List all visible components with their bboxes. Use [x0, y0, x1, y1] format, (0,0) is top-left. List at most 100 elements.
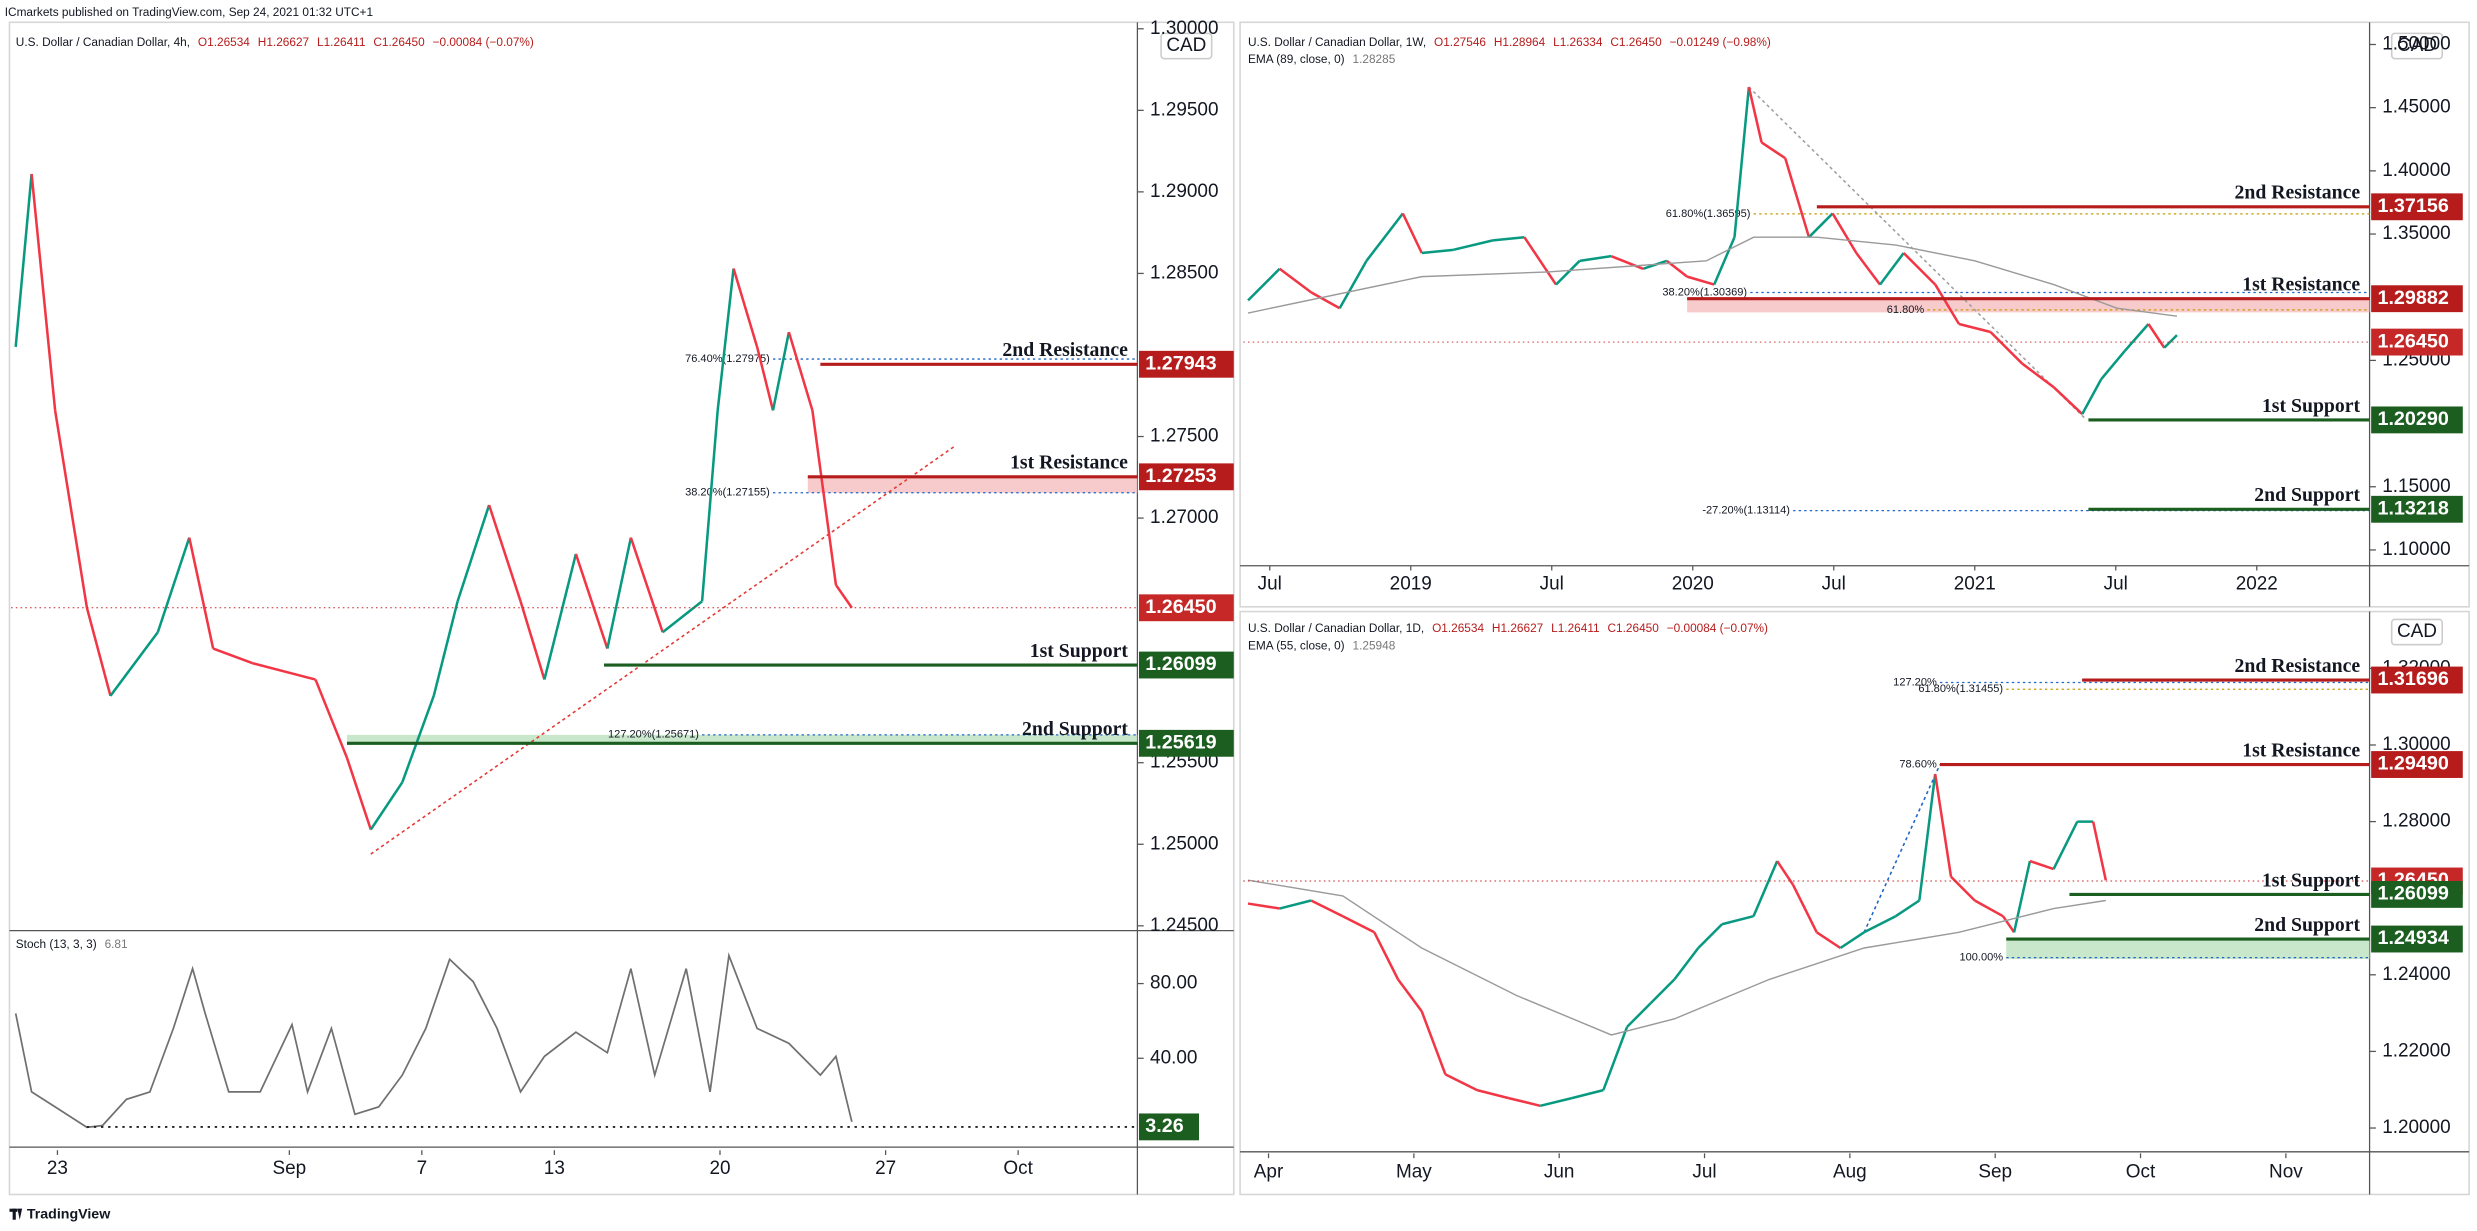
- level-name: 2nd Resistance: [2235, 655, 2361, 677]
- y-tick-label: 1.24500: [1150, 915, 1218, 936]
- ohlc-value: L1.26334: [1553, 35, 1603, 49]
- price-segment: [811, 410, 838, 586]
- y-tick-label: 1.10000: [2382, 539, 2450, 560]
- price-segment: [543, 553, 578, 680]
- ohlc-value: O1.26534: [198, 35, 250, 49]
- price-segment: [1934, 283, 1961, 325]
- ohlc-value: O1.27546: [1434, 35, 1486, 49]
- price-segment: [574, 553, 609, 649]
- price-segment: [1453, 239, 1494, 252]
- price-segment: [1492, 235, 1525, 242]
- y-tick-label: 1.28500: [1150, 262, 1218, 283]
- currency-box: [2390, 618, 2444, 646]
- level-name: 2nd Resistance: [1002, 339, 1128, 361]
- level-value: 1.37156: [2377, 195, 2448, 217]
- fib-label: 61.80%(1.36595): [1666, 208, 1751, 220]
- price-segment: [1816, 931, 1842, 950]
- price-segment: [30, 173, 57, 411]
- ohlc-value: C1.26450: [1608, 621, 1660, 635]
- price-segment: [2029, 859, 2055, 871]
- price-segment: [1958, 322, 1991, 334]
- x-tick-label: Sep: [1978, 1161, 2012, 1182]
- price-segment: [1863, 915, 1897, 934]
- level-box: [1138, 651, 1234, 679]
- level-value: 1.13218: [2377, 497, 2448, 519]
- currency-label: CAD: [2397, 621, 2437, 642]
- price-segment: [2091, 821, 2108, 881]
- level-value: 1.27943: [1145, 352, 1216, 374]
- ema-line: [1247, 879, 2106, 1036]
- price-segment: [1610, 254, 1644, 270]
- panel-frame: [1239, 21, 2470, 608]
- price-segment: [1579, 254, 1612, 263]
- price-segment: [834, 584, 853, 609]
- indicator-name: Stoch (13, 3, 3): [16, 937, 97, 951]
- x-tick-label: 7: [417, 1158, 428, 1179]
- price-segment: [314, 679, 349, 759]
- x-tick-label: 2022: [2236, 574, 2278, 595]
- price-segment: [1974, 899, 2004, 918]
- x-tick-label: 2020: [1672, 574, 1714, 595]
- price-segment: [771, 331, 791, 411]
- y-tick-label: 1.25500: [1150, 752, 1218, 773]
- price-segment: [1721, 914, 1754, 926]
- price-segment: [2002, 915, 2016, 934]
- y-tick-label: 1.25000: [1150, 833, 1218, 854]
- level-name: 2nd Support: [1022, 718, 1128, 740]
- last-price-label: 1.26450: [2377, 330, 2448, 352]
- price-segment: [1508, 1096, 1541, 1108]
- price-segment: [1808, 212, 1834, 239]
- price-segment: [432, 600, 459, 697]
- x-tick-label: 23: [47, 1158, 68, 1179]
- level-value: 1.26099: [1145, 653, 1216, 675]
- currency-box: [1160, 32, 1213, 60]
- chart-legend: U.S. Dollar / Canadian Dollar, 1D, O1.265…: [1248, 621, 1768, 635]
- price-segment: [1540, 1096, 1573, 1108]
- price-segment: [2100, 350, 2126, 381]
- x-tick-label: Jul: [1540, 574, 1564, 595]
- currency-label: CAD: [1166, 35, 1206, 56]
- y-tick-label: 1.20000: [2382, 1117, 2450, 1138]
- x-tick-label: Sep: [272, 1158, 306, 1179]
- price-segment: [401, 695, 435, 783]
- footer-brand: TradingView: [27, 1207, 111, 1223]
- price-segment: [1855, 252, 1882, 286]
- ohlc-value: C1.26450: [373, 35, 425, 49]
- trendline: [370, 445, 955, 855]
- level-box: [2371, 285, 2463, 313]
- ohlc-value: L1.26411: [1551, 621, 1599, 635]
- level-name: 2nd Support: [2254, 914, 2360, 936]
- symbol-title: U.S. Dollar / Canadian Dollar, 1D,: [1248, 621, 1424, 635]
- level-name: 1st Resistance: [2242, 739, 2360, 761]
- x-tick-label: Jul: [2104, 574, 2128, 595]
- x-tick-label: Apr: [1254, 1161, 1283, 1182]
- price-segment: [1421, 248, 1454, 255]
- x-tick-label: Aug: [1833, 1161, 1867, 1182]
- price-segment: [1397, 978, 1423, 1012]
- y-tick-label: 80.00: [1150, 973, 1197, 994]
- level-box: [1138, 463, 1234, 491]
- level-zone: [2006, 939, 2370, 960]
- price-segment: [188, 537, 215, 649]
- price-segment: [1989, 331, 2024, 365]
- level-box: [1138, 350, 1234, 378]
- price-segment: [606, 537, 633, 649]
- tradingview-logo: [9, 1208, 23, 1220]
- price-segment: [2021, 362, 2055, 389]
- chart-legend: U.S. Dollar / Canadian Dollar, 4h, O1.265…: [16, 35, 534, 49]
- price-segment: [629, 537, 664, 633]
- level-value: 1.20290: [2377, 408, 2448, 430]
- level-box: [2371, 495, 2463, 523]
- last-price-box: [1138, 594, 1234, 622]
- price-segment: [2052, 386, 2084, 416]
- indicator-name: EMA (89, close, 0): [1248, 52, 1345, 66]
- level-box: [2371, 406, 2463, 434]
- price-segment: [732, 268, 759, 348]
- fib-label: 127.20%(1.25671): [608, 729, 699, 741]
- level-value: 1.29882: [2377, 287, 2448, 309]
- y-tick-label: 1.24000: [2382, 964, 2450, 985]
- price-segment: [1310, 899, 1344, 918]
- indicator-value: 1.28285: [1353, 52, 1396, 66]
- stoch-last-box: [1138, 1113, 1200, 1141]
